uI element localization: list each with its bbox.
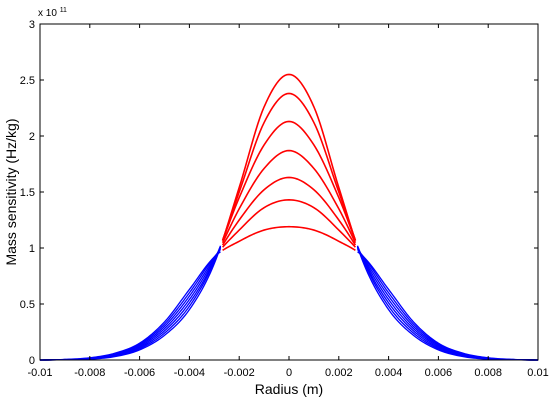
x-tick-label: -0.006 bbox=[124, 367, 155, 379]
x-tick-label: -0.002 bbox=[224, 367, 255, 379]
x-tick-label: -0.01 bbox=[27, 367, 52, 379]
y-tick-label: 2 bbox=[29, 131, 35, 143]
x-tick-label: 0.002 bbox=[325, 367, 353, 379]
y-axis-label: Mass sensitivity (Hz/kg) bbox=[3, 118, 19, 265]
series-7-inner bbox=[222, 225, 356, 251]
y-tick-label: 0 bbox=[29, 355, 35, 367]
x-tick-label: -0.008 bbox=[74, 367, 105, 379]
y-multiplier-exponent: 11 bbox=[60, 7, 67, 14]
series-7-outer-right bbox=[357, 251, 539, 361]
series-5-inner bbox=[221, 176, 357, 246]
x-axis-label: Radius (m) bbox=[255, 381, 323, 397]
series-7-outer-left bbox=[39, 251, 221, 361]
series-3-inner bbox=[221, 120, 357, 241]
y-multiplier-base: x 10 bbox=[38, 8, 57, 19]
y-tick-label: 1.5 bbox=[20, 187, 35, 199]
y-tick-label: 3 bbox=[29, 19, 35, 31]
x-tick-label: 0.006 bbox=[425, 367, 453, 379]
series-2-inner bbox=[221, 92, 357, 241]
series-1-inner bbox=[221, 73, 357, 241]
y-tick-label: 0.5 bbox=[20, 299, 35, 311]
y-tick-label: 1 bbox=[29, 243, 35, 255]
x-tick-label: 0.01 bbox=[527, 367, 548, 379]
y-tick-label: 2.5 bbox=[20, 75, 35, 87]
y-multiplier-label: x 10 11 bbox=[38, 7, 67, 19]
series-4-inner bbox=[221, 149, 357, 244]
x-tick-label: 0.004 bbox=[375, 367, 403, 379]
curves-layer bbox=[39, 73, 539, 361]
x-tick-label: -0.004 bbox=[174, 367, 205, 379]
x-tick-label: 0.008 bbox=[474, 367, 502, 379]
x-tick-label: 0 bbox=[286, 367, 292, 379]
series-6-inner bbox=[222, 199, 356, 248]
ticks-layer: -0.01 -0.008 -0.006 -0.004 -0.002 0 0.002 0.004… bbox=[20, 19, 549, 379]
